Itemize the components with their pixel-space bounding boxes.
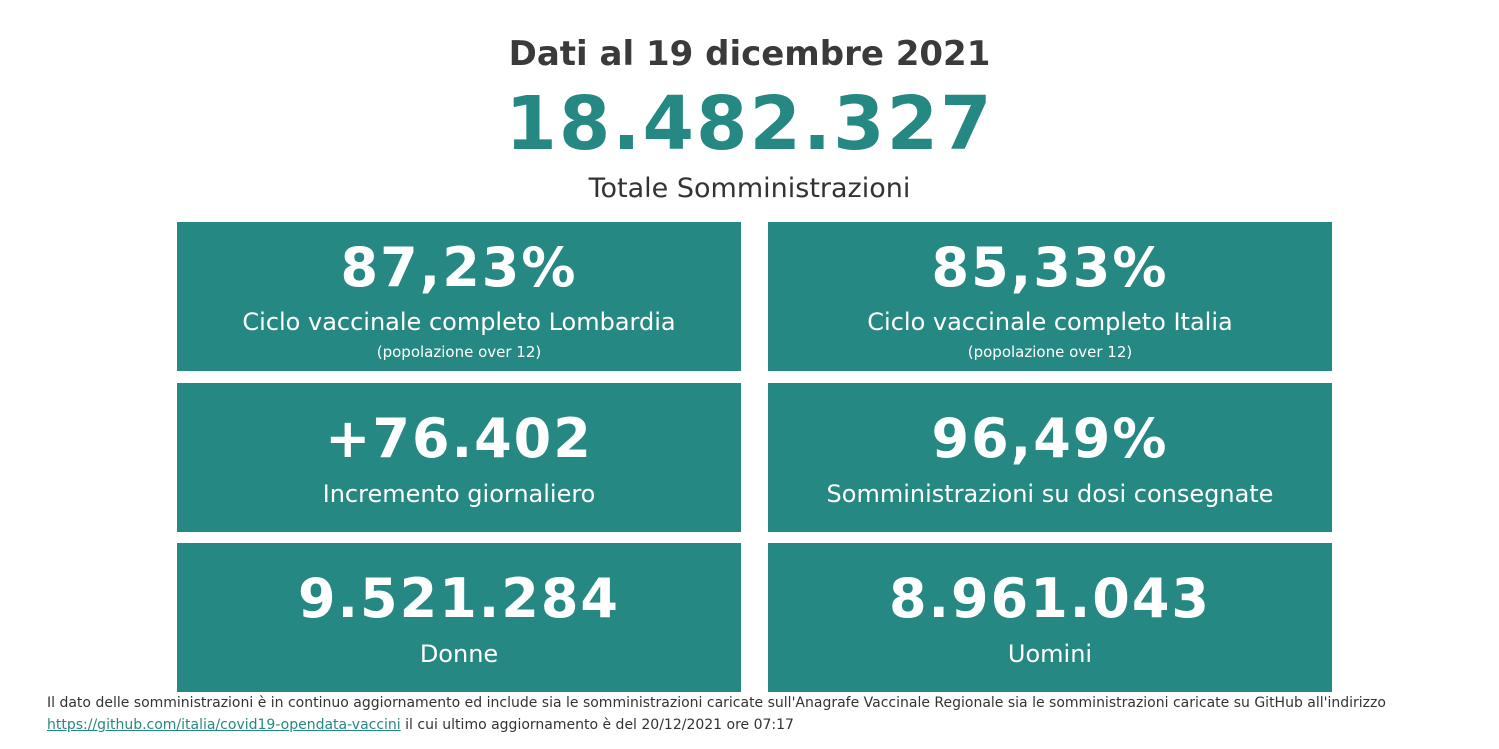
card-daily-increase: +76.402 Incremento giornaliero (177, 383, 741, 532)
footer-note: Il dato delle somministrazioni è in cont… (47, 692, 1477, 736)
card-label: Donne (419, 640, 499, 668)
date-title: Dati al 19 dicembre 2021 (508, 34, 991, 74)
card-label: Ciclo vaccinale completo Italia (867, 308, 1233, 336)
footer-text-after-link: il cui ultimo aggiornamento è del 20/12/… (405, 717, 794, 733)
card-value: +76.402 (325, 407, 593, 470)
footer-text-before-link: Il dato delle somministrazioni è in cont… (47, 695, 1386, 711)
total-administrations-value: 18.482.327 (505, 81, 994, 167)
card-label: Uomini (1007, 640, 1093, 668)
card-value: 8.961.043 (888, 567, 1212, 630)
card-value: 87,23% (340, 236, 578, 299)
card-value: 96,49% (931, 407, 1169, 470)
card-label: Incremento giornaliero (322, 480, 596, 508)
card-full-cycle-lombardia: 87,23% Ciclo vaccinale completo Lombardi… (177, 222, 741, 371)
card-label: Ciclo vaccinale completo Lombardia (242, 308, 676, 336)
card-value: 85,33% (931, 236, 1169, 299)
card-label: Somministrazioni su dosi consegnate (826, 480, 1274, 508)
total-administrations-label: Totale Somministrazioni (588, 173, 911, 204)
card-note: (popolazione over 12) (376, 343, 542, 361)
card-men: 8.961.043 Uomini (768, 543, 1332, 692)
card-full-cycle-italia: 85,33% Ciclo vaccinale completo Italia (… (768, 222, 1332, 371)
card-value: 9.521.284 (297, 567, 621, 630)
github-link[interactable]: https://github.com/italia/covid19-openda… (47, 717, 401, 733)
card-women: 9.521.284 Donne (177, 543, 741, 692)
card-note: (popolazione over 12) (967, 343, 1133, 361)
card-administrations-vs-delivered: 96,49% Somministrazioni su dosi consegna… (768, 383, 1332, 532)
